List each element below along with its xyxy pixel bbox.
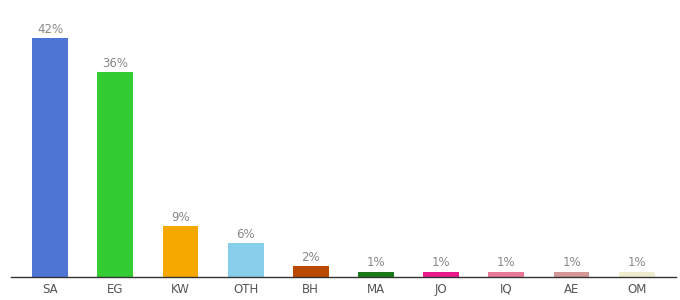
Text: 9%: 9%	[171, 211, 190, 224]
Bar	[293, 266, 328, 277]
Text: 36%: 36%	[102, 57, 129, 70]
Text: 1%: 1%	[367, 256, 386, 269]
Bar	[358, 272, 394, 277]
Bar	[423, 272, 459, 277]
Bar	[163, 226, 199, 277]
Text: 42%: 42%	[37, 23, 63, 36]
Bar	[228, 243, 264, 277]
Text: 6%: 6%	[237, 228, 255, 241]
Bar	[488, 272, 524, 277]
Text: 1%: 1%	[628, 256, 646, 269]
Text: 1%: 1%	[497, 256, 515, 269]
Bar	[619, 272, 655, 277]
Bar	[554, 272, 590, 277]
Bar	[97, 72, 133, 277]
Bar	[32, 38, 68, 277]
Text: 1%: 1%	[562, 256, 581, 269]
Text: 2%: 2%	[301, 250, 320, 264]
Text: 1%: 1%	[432, 256, 450, 269]
